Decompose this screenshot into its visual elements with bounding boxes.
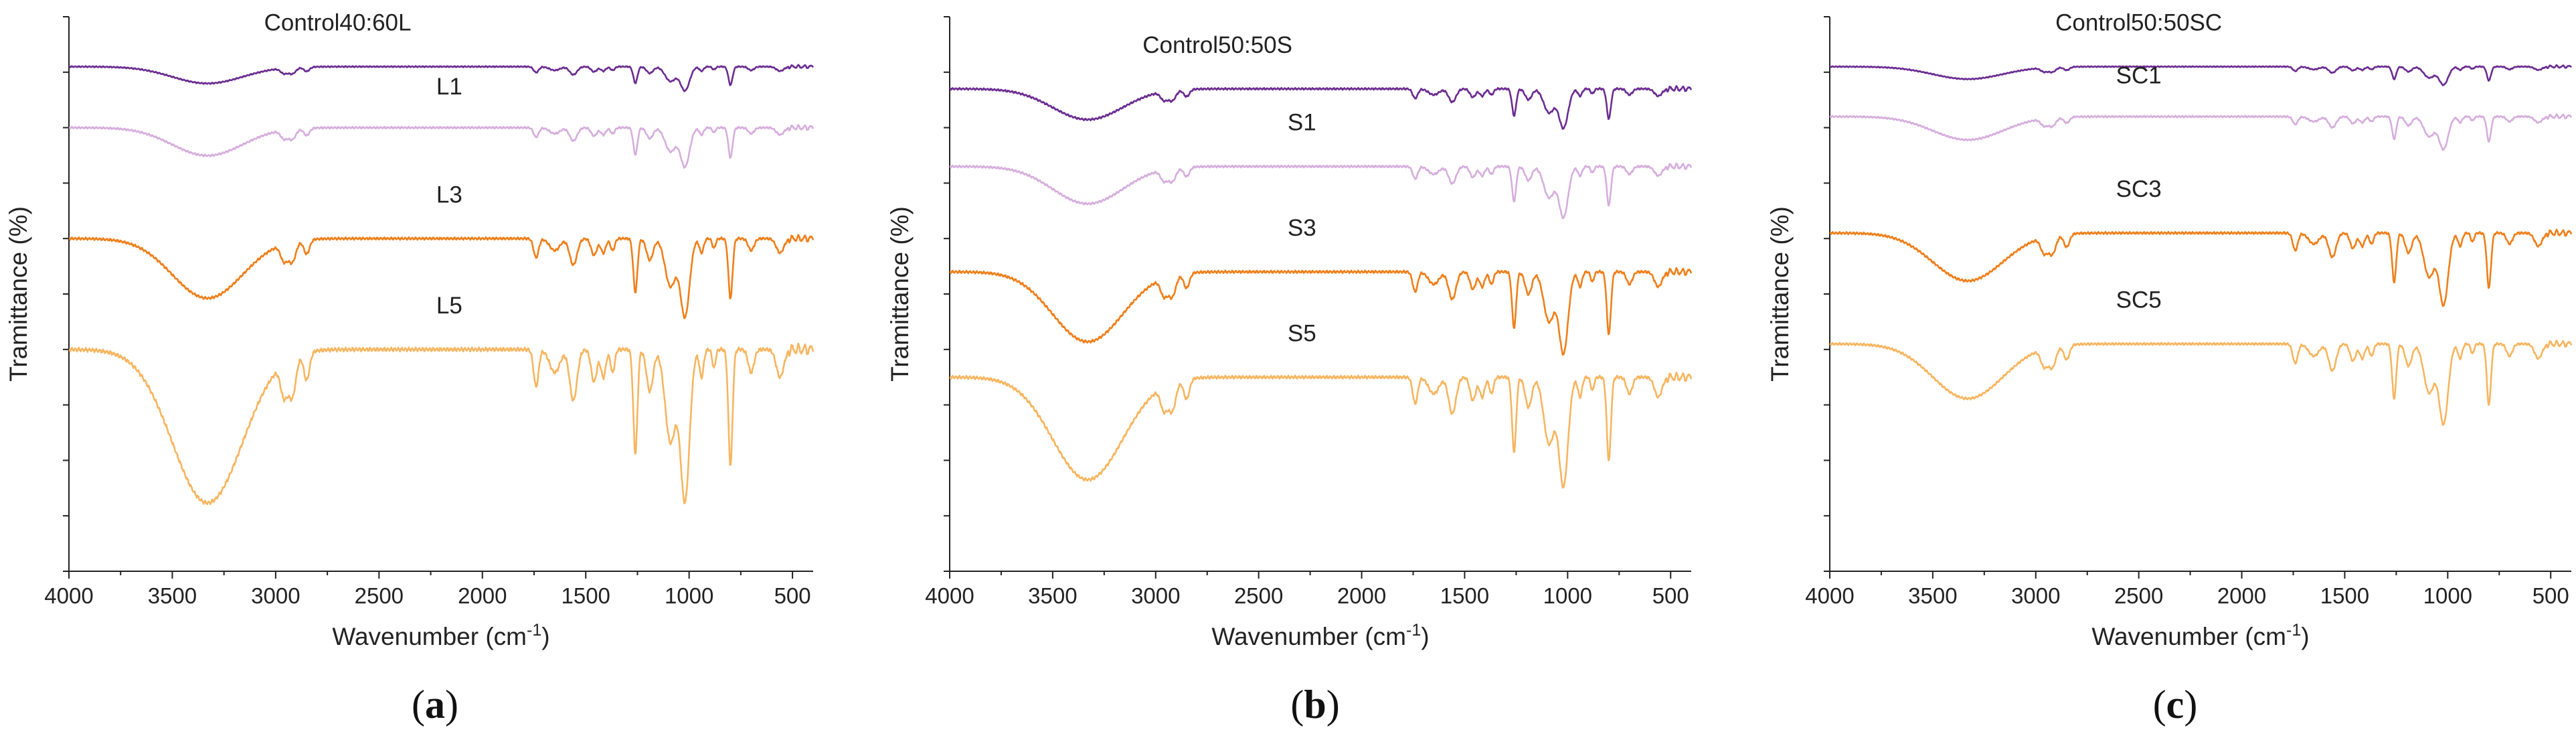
- x-tick-label: 3500: [148, 583, 197, 608]
- x-tick-label: 1000: [2423, 583, 2472, 608]
- series-label: Control50:50S: [1142, 32, 1292, 58]
- series-line-l3: [68, 234, 814, 319]
- x-axis-label: Wavenumber (cm-1): [332, 621, 549, 650]
- chart-panel-1: 4000 3500 3000 2500 2000 1500 1000 500 Wavenumbe…: [5, 10, 814, 650]
- x-tick-label: 3000: [1131, 583, 1180, 608]
- x-tick-label: 1500: [2320, 583, 2369, 608]
- chart-panel-2: 4000 3500 3000 2500 2000 1500 1000 500 Wavenumbe…: [886, 16, 1693, 650]
- x-tick-label: 4000: [925, 583, 974, 608]
- series-line-s1: [949, 162, 1693, 220]
- series-line-sc3: [1829, 228, 2573, 307]
- x-tick-label: 2500: [2114, 583, 2163, 608]
- x-axis-label: Wavenumber (cm-1): [1211, 621, 1429, 650]
- series-label: S3: [1288, 215, 1316, 241]
- x-tick-label: 1500: [562, 583, 610, 608]
- x-tick-label: 4000: [1805, 583, 1854, 608]
- series-line-control50-50sc: [1829, 64, 2572, 86]
- y-axis-label: Tramittance (%): [1766, 206, 1794, 382]
- x-tick-label: 500: [2532, 583, 2569, 608]
- series-line-sc5: [1829, 340, 2573, 426]
- x-axis-label: Wavenumber (cm-1): [2091, 621, 2309, 650]
- series-label: L1: [436, 74, 462, 100]
- series-label: Control50:50SC: [2055, 10, 2222, 36]
- x-tick-label: 1000: [1543, 583, 1592, 608]
- series-line-sc1: [1829, 113, 2573, 151]
- series-label: S1: [1288, 110, 1316, 136]
- x-tick-label: 3500: [1028, 583, 1077, 608]
- x-tick-label: 3500: [1908, 583, 1957, 608]
- x-tick-label: 1000: [665, 583, 713, 608]
- panel-label: (c): [2153, 682, 2198, 727]
- x-tick-label: 4000: [44, 583, 93, 608]
- x-tick-label: 2500: [355, 583, 404, 608]
- x-tick-label: 3000: [2011, 583, 2060, 608]
- series-line-l1: [68, 124, 814, 169]
- x-tick-label: 3000: [251, 583, 300, 608]
- y-axis-label: Tramittance (%): [5, 206, 32, 382]
- series-line-control50-50s: [949, 85, 1693, 130]
- x-tick-label: 2000: [2217, 583, 2266, 608]
- x-tick-label: 2500: [1234, 583, 1283, 608]
- series-line-control40-60l: [68, 64, 814, 92]
- x-tick-label: 1500: [1440, 583, 1489, 608]
- series-label: L3: [436, 181, 462, 208]
- series-line-s3: [949, 267, 1693, 356]
- x-tick-label: 500: [774, 583, 811, 608]
- x-tick-label: 2000: [1337, 583, 1386, 608]
- series-label: SC1: [2116, 62, 2162, 88]
- panel-label: (b): [1290, 682, 1339, 727]
- x-tick-label: 500: [1652, 583, 1689, 608]
- series-label: S5: [1288, 320, 1316, 346]
- panel-label: (a): [412, 682, 458, 727]
- series-label: SC3: [2116, 176, 2162, 202]
- series-label: Control40:60L: [264, 10, 412, 36]
- series-label: SC5: [2116, 287, 2162, 313]
- series-line-l5: [68, 342, 814, 506]
- series-line-s5: [949, 371, 1693, 489]
- y-axis-label: Tramittance (%): [886, 206, 914, 382]
- x-tick-label: 2000: [458, 583, 507, 608]
- chart-panel-3: 4000 3500 3000 2500 2000 1500 1000 500 Wavenumbe…: [1766, 10, 2573, 650]
- series-label: L5: [436, 293, 462, 319]
